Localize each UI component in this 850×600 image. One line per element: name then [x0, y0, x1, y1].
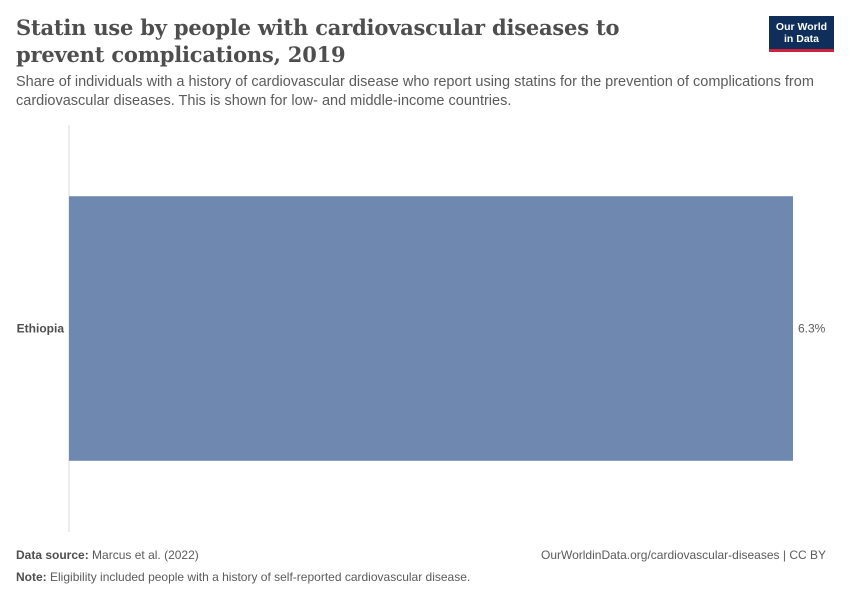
bar-ethiopia[interactable] [69, 196, 793, 461]
data-source: Data source: Marcus et al. (2022) [16, 548, 199, 562]
logo-line-1: Our World [775, 21, 828, 33]
note-text: Eligibility included people with a histo… [50, 570, 471, 584]
value-label: 6.3% [798, 322, 826, 336]
chart-subtitle: Share of individuals with a history of c… [16, 74, 814, 109]
chart-note: Note: Eligibility included people with a… [16, 570, 470, 584]
owid-logo[interactable]: Our World in Data [769, 16, 834, 52]
chart-title: Statin use by people with cardiovascular… [16, 15, 620, 67]
category-label: Ethiopia [17, 322, 65, 336]
note-label: Note: [16, 570, 47, 584]
data-source-label: Data source: [16, 548, 89, 562]
owid-url[interactable]: OurWorldinData.org/cardiovascular-diseas… [540, 548, 826, 562]
data-source-link[interactable]: Marcus et al. (2022) [92, 548, 199, 562]
logo-line-2: in Data [783, 33, 819, 45]
